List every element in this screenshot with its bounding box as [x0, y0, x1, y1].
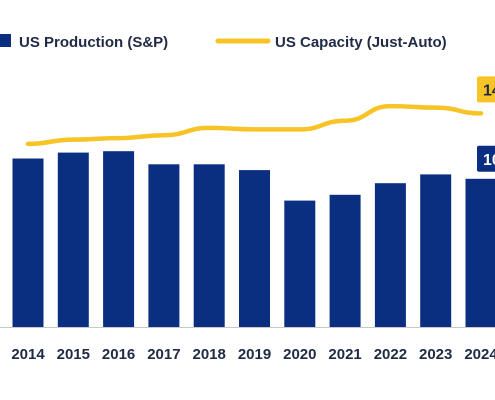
- bar-2014: [12, 158, 44, 327]
- bar-2022: [374, 183, 406, 327]
- legend-label-us-capacity: US Capacity (Just-Auto): [275, 34, 447, 51]
- x-tick-label-2021: 2021: [328, 346, 361, 363]
- x-tick-label-2014: 2014: [11, 346, 45, 363]
- line-us-capacity: [25, 103, 484, 147]
- bar-2018: [193, 164, 225, 327]
- x-tick-label-2016: 2016: [102, 346, 135, 363]
- bars-us-production: [12, 151, 495, 327]
- legend-swatch-us-production: [0, 34, 11, 47]
- chart-legend: US Production (S&P) US Capacity (Just-Au…: [0, 34, 447, 51]
- bar-2019: [239, 170, 270, 327]
- x-tick-label-2022: 2022: [374, 346, 407, 363]
- bar-2024: [465, 178, 495, 327]
- x-tick-label-2015: 2015: [57, 346, 90, 363]
- x-tick-label-2018: 2018: [193, 346, 226, 363]
- legend-label-us-production: US Production (S&P): [19, 34, 168, 51]
- bar-2017: [148, 164, 180, 327]
- x-tick-label-2023: 2023: [419, 346, 452, 363]
- data-label-box-capacity-2024: [477, 76, 495, 103]
- bar-2020: [284, 200, 316, 327]
- data-label-production-2024: 10.2: [483, 152, 495, 169]
- data-label-capacity-2024: 14.7: [483, 82, 495, 99]
- data-label-box-production-2024: [477, 145, 495, 172]
- x-tick-label-2019: 2019: [238, 346, 271, 363]
- bar-2021: [329, 194, 361, 327]
- x-tick-label-2024: 2024: [464, 346, 495, 363]
- x-tick-labels: 2014 2015 2016 2017 2018 2019 2020 2021 2022 2023…: [11, 346, 495, 363]
- x-tick-label-2020: 2020: [283, 346, 316, 363]
- x-tick-label-2017: 2017: [147, 346, 180, 363]
- bar-2015: [57, 152, 89, 327]
- bar-2023: [420, 174, 452, 327]
- data-labels: 14.7 10.2: [477, 76, 495, 172]
- bar-2016: [103, 151, 135, 327]
